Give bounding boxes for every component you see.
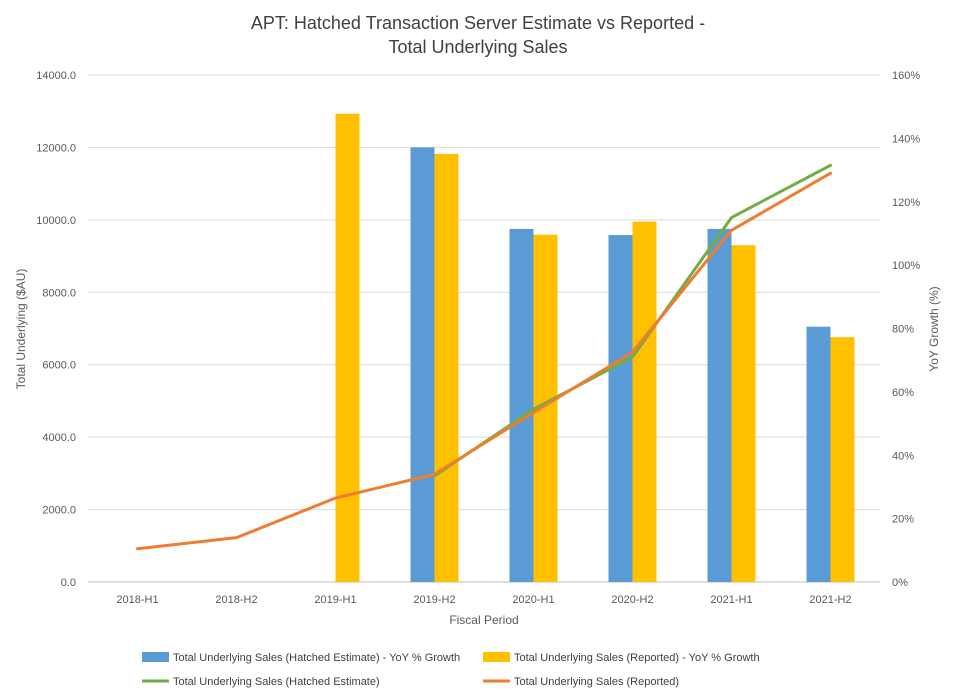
x-axis-title: Fiscal Period <box>449 613 518 627</box>
y-tick-label: 0.0 <box>61 577 76 589</box>
y-tick-label: 8000.0 <box>42 287 76 299</box>
legend-swatch <box>142 652 169 662</box>
y2-tick-label: 0% <box>892 577 908 589</box>
x-tick-label: 2020-H1 <box>512 594 554 606</box>
series-line <box>136 171 832 551</box>
y2-tick-label: 100% <box>892 260 920 272</box>
y-tick-label: 2000.0 <box>42 505 76 517</box>
y2-tick-label: 80% <box>892 324 914 336</box>
legend: Total Underlying Sales (Hatched Estimate… <box>142 652 760 688</box>
y2-tick-label: 40% <box>892 450 914 462</box>
y2-tick-label: 20% <box>892 514 914 526</box>
bar <box>707 228 732 583</box>
x-axis: 2018-H1 2018-H2 2019-H1 2019-H2 2020-H1 2020-… <box>116 594 851 606</box>
chart-title-line1: APT: Hatched Transaction Server Estimate… <box>251 13 705 33</box>
y-axis-right: 0% 20% 40% 60% 80% 100% 120% 140% 160% <box>892 70 920 589</box>
x-tick-label: 2021-H2 <box>809 594 851 606</box>
legend-label: Total Underlying Sales (Hatched Estimate… <box>173 676 380 688</box>
y2-tick-label: 140% <box>892 133 920 145</box>
y2-tick-label: 120% <box>892 197 920 209</box>
bars <box>335 113 855 583</box>
y-tick-label: 14000.0 <box>36 70 76 82</box>
legend-swatch <box>483 652 510 662</box>
y-axis-left: 0.0 2000.0 4000.0 6000.0 8000.0 10000.0 12000.… <box>36 70 76 589</box>
y-tick-label: 12000.0 <box>36 142 76 154</box>
bar <box>410 147 435 582</box>
x-tick-label: 2021-H1 <box>710 594 752 606</box>
legend-label: Total Underlying Sales (Reported) - YoY … <box>514 652 760 664</box>
lines <box>136 163 832 551</box>
gridlines <box>88 74 880 583</box>
legend-label: Total Underlying Sales (Reported) <box>514 676 679 688</box>
y2-axis-title: YoY Growth (%) <box>927 286 941 371</box>
y-tick-label: 4000.0 <box>42 432 76 444</box>
y-tick-label: 10000.0 <box>36 215 76 227</box>
bar <box>830 337 855 582</box>
x-tick-label: 2019-H2 <box>413 594 455 606</box>
x-tick-label: 2020-H2 <box>611 594 653 606</box>
bar <box>806 326 831 582</box>
y-tick-label: 6000.0 <box>42 360 76 372</box>
x-tick-label: 2019-H1 <box>314 594 356 606</box>
bar <box>608 235 633 582</box>
legend-label: Total Underlying Sales (Hatched Estimate… <box>173 652 460 664</box>
bar <box>434 153 459 582</box>
bar <box>509 228 534 583</box>
x-tick-label: 2018-H2 <box>215 594 257 606</box>
bar <box>335 113 360 583</box>
bar <box>731 245 756 582</box>
x-tick-label: 2018-H1 <box>116 594 158 606</box>
chart-title-line2: Total Underlying Sales <box>388 37 567 57</box>
bar <box>632 221 657 583</box>
y2-tick-label: 60% <box>892 387 914 399</box>
y-axis-title: Total Underlying ($AU) <box>14 269 28 390</box>
y2-tick-label: 160% <box>892 70 920 82</box>
